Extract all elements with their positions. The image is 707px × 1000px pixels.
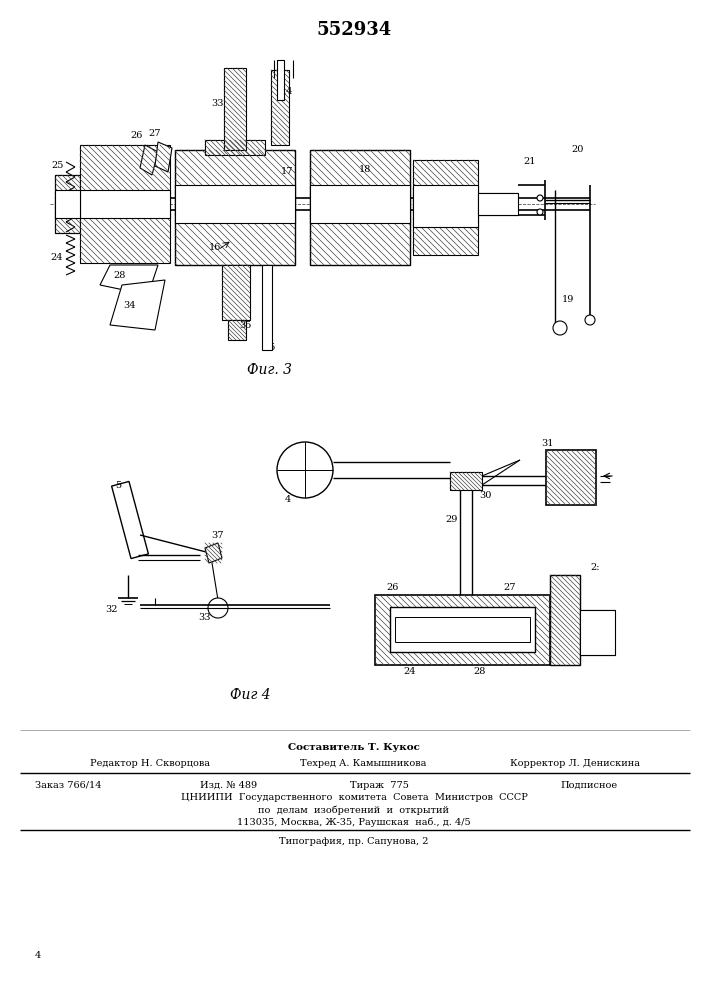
Text: 29: 29 (446, 516, 458, 524)
Text: Техред А. Камышникова: Техред А. Камышникова (300, 758, 426, 768)
Text: 25: 25 (52, 160, 64, 169)
Bar (550, 575, 580, 665)
Text: 37: 37 (212, 530, 224, 540)
Text: 20: 20 (572, 145, 584, 154)
Text: 26: 26 (387, 584, 399, 592)
Polygon shape (110, 280, 165, 330)
Text: 19: 19 (562, 296, 574, 304)
Text: 5: 5 (115, 482, 121, 490)
Text: 552934: 552934 (316, 21, 392, 39)
Text: 27: 27 (148, 128, 161, 137)
Bar (271, 70, 289, 145)
Bar (395, 617, 530, 642)
Bar (277, 60, 284, 100)
Bar (228, 320, 246, 340)
Bar (310, 150, 410, 265)
Polygon shape (205, 543, 222, 563)
Bar (450, 472, 482, 490)
Circle shape (277, 442, 333, 498)
Polygon shape (112, 481, 148, 559)
Text: 18: 18 (359, 165, 371, 174)
Text: Фиг 4: Фиг 4 (230, 688, 270, 702)
Bar (80, 190, 170, 218)
Text: Заказ 766/14: Заказ 766/14 (35, 780, 102, 790)
Text: 28: 28 (114, 270, 126, 279)
Bar (262, 265, 272, 350)
Text: ЦНИИПИ  Государственного  комитета  Совета  Министров  СССР: ЦНИИПИ Государственного комитета Совета … (180, 794, 527, 802)
Text: 35: 35 (239, 320, 251, 330)
Text: 15: 15 (264, 344, 276, 353)
Polygon shape (155, 142, 172, 172)
Bar (55, 190, 80, 218)
Text: Типография, пр. Сапунова, 2: Типография, пр. Сапунова, 2 (279, 836, 428, 846)
Bar (478, 193, 518, 215)
Circle shape (553, 321, 567, 335)
Text: 31: 31 (542, 438, 554, 448)
Polygon shape (100, 265, 158, 295)
Text: 24: 24 (51, 253, 63, 262)
Bar (375, 595, 550, 665)
Text: Подписное: Подписное (560, 780, 617, 790)
Text: Тираж  775: Тираж 775 (350, 780, 409, 790)
Circle shape (537, 195, 543, 201)
Bar (546, 450, 596, 505)
Text: 24: 24 (404, 668, 416, 676)
Circle shape (208, 598, 228, 618)
Text: 32: 32 (106, 605, 118, 614)
Text: Составитель Т. Кукос: Составитель Т. Кукос (288, 744, 420, 752)
Circle shape (537, 209, 543, 215)
Bar (310, 185, 410, 223)
Text: 26: 26 (131, 130, 144, 139)
Bar (222, 265, 250, 320)
Bar (413, 185, 478, 227)
Text: по  делам  изобретений  и  открытий: по делам изобретений и открытий (259, 805, 450, 815)
Text: 21: 21 (524, 157, 536, 166)
Bar (413, 160, 478, 255)
Bar (175, 150, 295, 265)
Bar (55, 175, 80, 233)
Bar (80, 145, 170, 263)
Text: 4: 4 (35, 950, 41, 960)
Text: 113035, Москва, Ж-35, Раушская  наб., д. 4/5: 113035, Москва, Ж-35, Раушская наб., д. … (237, 817, 471, 827)
Bar (224, 68, 246, 150)
Bar (175, 185, 295, 223)
Bar (580, 610, 615, 655)
Text: 17: 17 (281, 167, 293, 176)
Text: Фиг. 3: Фиг. 3 (247, 363, 293, 377)
Text: 34: 34 (124, 300, 136, 310)
Text: Редактор Н. Скворцова: Редактор Н. Скворцова (90, 758, 210, 768)
Text: Корректор Л. Денискина: Корректор Л. Денискина (510, 758, 640, 768)
Text: Изд. № 489: Изд. № 489 (200, 780, 257, 790)
Bar (205, 140, 265, 155)
Text: 33: 33 (199, 612, 211, 621)
Text: 30: 30 (479, 490, 491, 499)
Text: 14: 14 (281, 88, 293, 97)
Text: 2:: 2: (590, 564, 600, 572)
Bar (390, 607, 535, 652)
Text: 4: 4 (285, 495, 291, 504)
Text: 28: 28 (474, 668, 486, 676)
Circle shape (585, 315, 595, 325)
Text: 16: 16 (209, 243, 221, 252)
Text: 27: 27 (504, 584, 516, 592)
Text: 33: 33 (212, 99, 224, 107)
Polygon shape (140, 145, 158, 175)
